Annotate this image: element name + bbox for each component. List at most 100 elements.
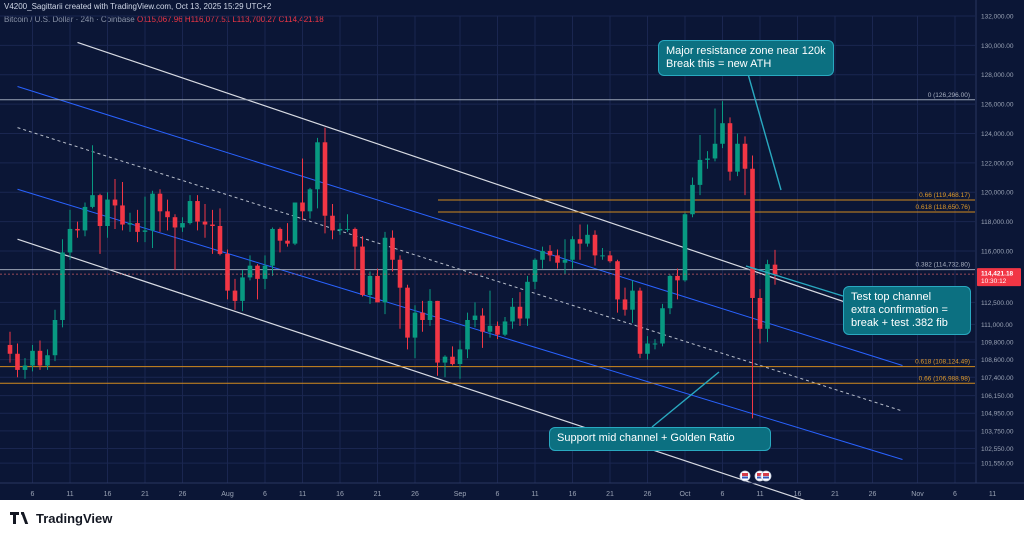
candle-body[interactable] [540,250,545,260]
candle-body[interactable] [705,158,710,160]
candle-body[interactable] [142,230,148,232]
candle-body[interactable] [300,202,305,212]
candle-body[interactable] [277,228,283,241]
candle-body[interactable] [660,308,665,344]
candle-body[interactable] [502,321,508,335]
candle-body[interactable] [532,259,538,282]
candle-body[interactable] [322,142,328,216]
candle-body[interactable] [105,199,110,227]
candle-body[interactable] [45,355,50,366]
candle-body[interactable] [675,275,680,281]
candle-body[interactable] [75,228,80,231]
candle-body[interactable] [472,315,478,320]
candle-body[interactable] [307,189,313,212]
candle-body[interactable] [450,356,455,365]
callout-top-channel[interactable]: Test top channel extra confirmation = brea… [843,286,971,335]
candle-body[interactable] [225,253,230,291]
candle-body[interactable] [120,205,125,225]
candle-body[interactable] [30,350,35,366]
candle-body[interactable] [345,228,350,230]
candle-body[interactable] [397,259,403,288]
candle-body[interactable] [390,237,395,260]
candle-body[interactable] [750,168,755,298]
candle-body[interactable] [90,195,95,207]
candle-body[interactable] [270,228,275,266]
candle-body[interactable] [37,350,43,366]
candle-body[interactable] [517,306,523,319]
candle-body[interactable] [210,224,215,227]
candle-body[interactable] [15,353,20,370]
candle-body[interactable] [615,261,620,300]
candle-body[interactable] [465,319,470,350]
candle-body[interactable] [690,184,695,215]
candle-body[interactable] [187,201,193,224]
candle-body[interactable] [427,300,433,320]
candle-body[interactable] [330,215,335,231]
candle-body[interactable] [682,214,688,281]
candle-body[interactable] [772,264,778,275]
candle-body[interactable] [352,228,358,247]
candle-body[interactable] [570,239,575,260]
callout-support[interactable]: Support mid channel + Golden Ratio [549,427,771,451]
candle-body[interactable] [592,234,598,256]
candle-body[interactable] [217,226,223,254]
candle-body[interactable] [510,306,515,322]
candle-body[interactable] [765,264,770,329]
candle-body[interactable] [7,344,13,354]
candle-body[interactable] [480,315,485,332]
candle-body[interactable] [157,193,163,212]
price-chart[interactable]: 0 (126,296.00) 0.66 (119,468.17) 0.618 (11… [0,0,1024,500]
candle-body[interactable] [757,297,763,329]
candle-body[interactable] [52,319,58,356]
candle-body[interactable] [82,206,88,231]
candle-body[interactable] [195,201,200,222]
candle-body[interactable] [97,195,103,227]
candle-body[interactable] [435,300,440,363]
candle-body[interactable] [165,211,170,218]
candle-body[interactable] [67,228,73,253]
tradingview-logo[interactable]: TradingView [10,510,112,526]
candle-body[interactable] [375,275,380,303]
candle-body[interactable] [712,143,718,159]
candle-body[interactable] [720,123,725,144]
candle-body[interactable] [487,325,493,332]
candle-body[interactable] [262,265,268,279]
candle-body[interactable] [232,290,238,301]
candle-body[interactable] [585,234,590,244]
candle-body[interactable] [247,265,253,278]
candle-body[interactable] [735,143,740,172]
candle-body[interactable] [577,239,583,244]
candle-body[interactable] [645,343,650,354]
candle-body[interactable] [562,259,568,263]
candle-body[interactable] [127,223,133,225]
candle-body[interactable] [652,343,658,345]
candle-body[interactable] [60,252,65,320]
candle-body[interactable] [727,123,733,172]
candle-body[interactable] [607,255,613,262]
candle-body[interactable] [315,142,320,190]
candle-body[interactable] [420,312,425,320]
candle-body[interactable] [442,356,448,363]
candle-body[interactable] [412,312,418,338]
candle-body[interactable] [742,143,748,169]
candle-body[interactable] [285,240,290,244]
candle-body[interactable] [180,223,185,228]
candle-body[interactable] [547,250,553,256]
candle-body[interactable] [697,159,703,185]
candle-body[interactable] [240,277,245,301]
candle-body[interactable] [525,281,530,319]
candle-body[interactable] [457,349,463,365]
candle-body[interactable] [112,199,118,206]
candle-body[interactable] [337,228,343,231]
candle-body[interactable] [292,202,298,244]
callout-resistance[interactable]: Major resistance zone near 120k Break thi… [658,40,834,76]
candle-body[interactable] [405,287,410,338]
candle-body[interactable] [600,255,605,257]
candle-body[interactable] [22,365,28,370]
candle-body[interactable] [382,237,388,303]
candle-body[interactable] [202,221,208,225]
candle-body[interactable] [630,290,635,310]
candle-body[interactable] [622,299,628,310]
candle-body[interactable] [637,290,643,354]
candle-body[interactable] [255,265,260,279]
